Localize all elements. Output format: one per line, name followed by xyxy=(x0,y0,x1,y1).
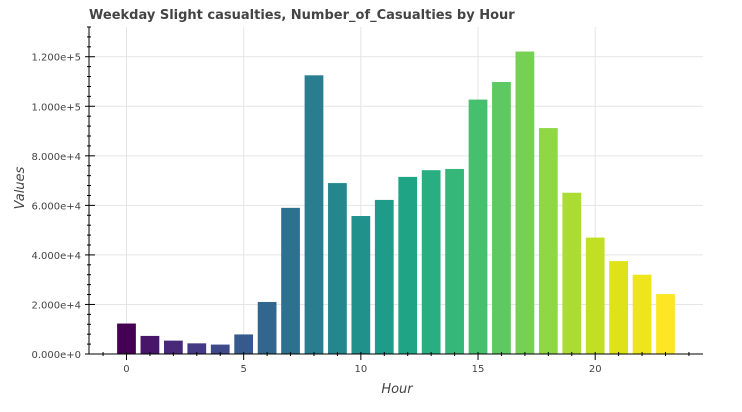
bar-hour-17 xyxy=(515,51,535,355)
y-tick-label: 8.000e+4 xyxy=(31,152,81,163)
x-tick-label: 5 xyxy=(240,364,246,375)
bar-hour-13 xyxy=(421,170,441,354)
bar-hour-4 xyxy=(210,344,230,354)
chart-title: Weekday Slight casualties, Number_of_Cas… xyxy=(89,8,515,23)
y-tick-label: 4.000e+4 xyxy=(31,251,81,262)
bar-hour-16 xyxy=(492,81,511,354)
y-tick-label: 1.000e+5 xyxy=(31,102,81,113)
bar-hour-8 xyxy=(304,75,324,354)
bar-hour-23 xyxy=(656,294,675,354)
bar-hour-22 xyxy=(632,274,652,354)
y-tick-label: 2.000e+4 xyxy=(31,300,81,311)
bar-hour-20 xyxy=(585,237,605,354)
bars xyxy=(117,51,675,355)
bar-hour-6 xyxy=(257,301,277,354)
bar-hour-14 xyxy=(445,168,464,354)
x-tick-label: 20 xyxy=(589,364,602,375)
bar-hour-3 xyxy=(187,343,207,354)
bar-hour-15 xyxy=(468,99,488,354)
bar-hour-0 xyxy=(117,323,136,354)
y-axis-label: Values xyxy=(13,166,28,209)
y-tick-label: 6.000e+4 xyxy=(31,201,81,212)
y-tick-label: 1.200e+5 xyxy=(31,53,81,64)
bar-hour-5 xyxy=(234,334,254,354)
x-tick-label: 15 xyxy=(472,364,485,375)
x-tick-label: 0 xyxy=(123,364,129,375)
bar-hour-12 xyxy=(398,176,418,354)
bar-hour-10 xyxy=(351,216,371,354)
x-tick-label: 10 xyxy=(354,364,367,375)
bar-hour-7 xyxy=(281,207,300,354)
x-axis-label: Hour xyxy=(381,382,414,397)
x-axis: 0 5 10 15 20 xyxy=(89,352,703,375)
y-tick-label: 0.000e+0 xyxy=(31,350,81,361)
bar-hour-1 xyxy=(140,335,160,354)
bar-hour-9 xyxy=(328,183,347,354)
bar-hour-11 xyxy=(374,199,394,354)
bar-hour-21 xyxy=(609,261,629,354)
bar-hour-19 xyxy=(562,192,582,354)
y-axis: 0.000e+0 2.000e+4 4.000e+4 6.000e+4 8.000e+4… xyxy=(31,26,95,361)
bar-hour-2 xyxy=(163,340,183,354)
bar-hour-18 xyxy=(538,128,558,354)
